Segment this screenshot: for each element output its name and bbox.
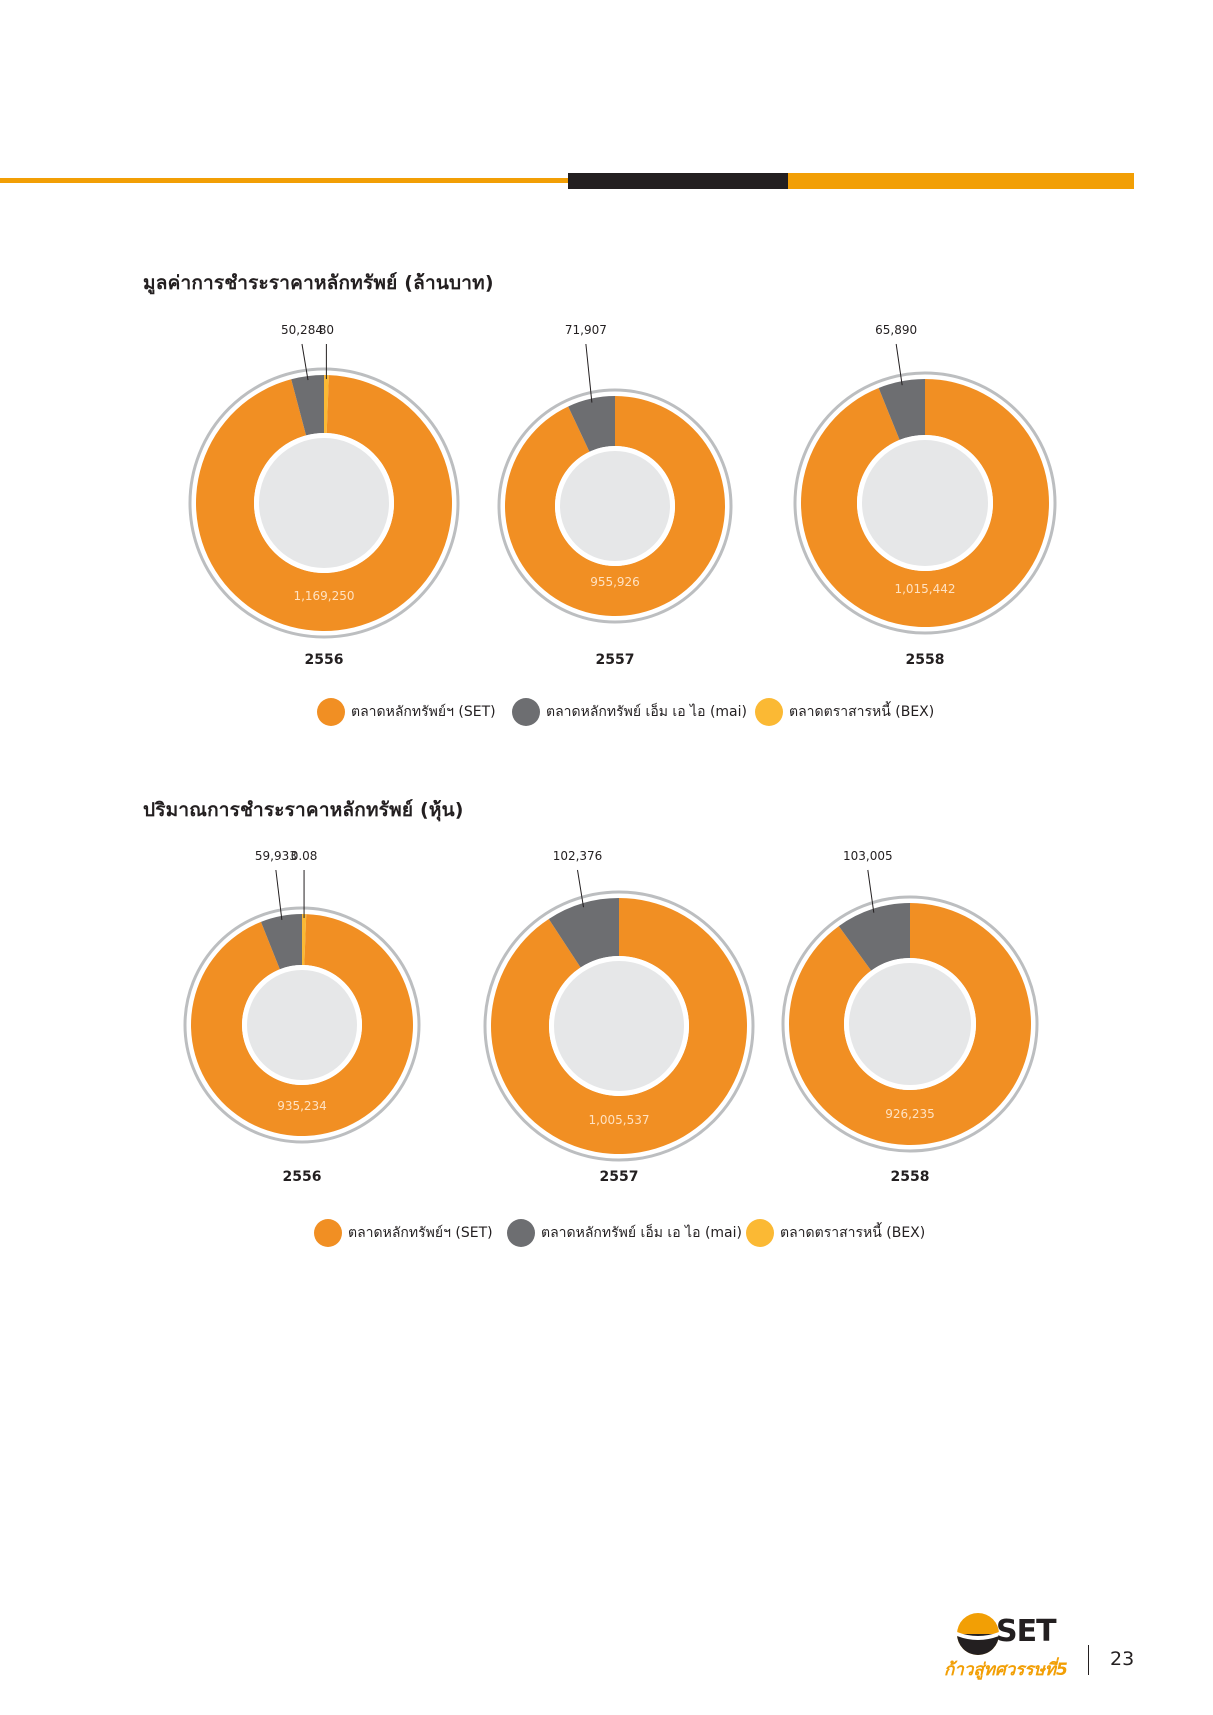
slice-mai bbox=[568, 396, 615, 452]
year-label: 2557 bbox=[600, 1169, 639, 1185]
leader-value-label: 0.08 bbox=[291, 849, 318, 863]
leader-value-label: 65,890 bbox=[875, 323, 917, 337]
leader-line bbox=[585, 343, 593, 403]
year-label: 2557 bbox=[596, 652, 635, 668]
footer-divider bbox=[1088, 1645, 1089, 1675]
legend-label: ตลาดหลักทรัพย์ฯ (SET) bbox=[348, 1225, 493, 1241]
slice-set bbox=[504, 396, 726, 616]
donut-2557: 1,005,537 102,376 2557 bbox=[483, 849, 755, 1185]
legend-item: ตลาดตราสารหนี้ (BEX) bbox=[746, 1217, 925, 1249]
donut-hole bbox=[560, 451, 670, 561]
legend-item: ตลาดหลักทรัพย์ เอ็ม เอ ไอ (mai) bbox=[507, 1217, 742, 1249]
slice-bex bbox=[324, 375, 329, 434]
page-number: 23 bbox=[1110, 1648, 1135, 1670]
legend-label: ตลาดตราสารหนี้ (BEX) bbox=[789, 704, 935, 720]
leader-value-label: 102,376 bbox=[553, 849, 603, 863]
set-logo: SET ก้าวสู่ทศวรรษที่5 bbox=[944, 1610, 1084, 1690]
legend-swatch bbox=[317, 698, 345, 726]
slice-set bbox=[800, 379, 1049, 627]
set-value-label: 926,235 bbox=[885, 1107, 935, 1121]
legend-swatch bbox=[746, 1219, 774, 1247]
slice-set bbox=[490, 898, 747, 1154]
slice-mai bbox=[838, 903, 910, 971]
donut-hole bbox=[849, 963, 971, 1085]
slice-bex bbox=[302, 914, 307, 966]
legend-item: ตลาดหลักทรัพย์ฯ (SET) bbox=[314, 1217, 493, 1249]
donut-hole bbox=[247, 970, 357, 1080]
set-logo-icon bbox=[957, 1613, 999, 1655]
header-rule-dark bbox=[568, 173, 788, 189]
chart-title-volume: ปริมาณการชำระราคาหลักทรัพย์ (หุ้น) bbox=[143, 799, 464, 821]
leader-line bbox=[275, 869, 283, 920]
chart-title-value: มูลค่าการชำระราคาหลักทรัพย์ (ล้านบาท) bbox=[143, 272, 494, 294]
legend-label: ตลาดหลักทรัพย์ เอ็ม เอ ไอ (mai) bbox=[541, 1225, 742, 1241]
leader-line bbox=[301, 343, 309, 381]
donut-2557: 955,926 71,907 2557 bbox=[497, 323, 733, 668]
year-label: 2556 bbox=[283, 1169, 322, 1185]
header-rule-thin bbox=[0, 178, 568, 183]
donut-2558: 1,015,442 65,890 2558 bbox=[793, 323, 1057, 668]
slice-mai bbox=[878, 379, 925, 440]
donut-hole bbox=[862, 440, 988, 566]
year-label: 2558 bbox=[891, 1169, 930, 1185]
year-label: 2558 bbox=[906, 652, 945, 668]
slice-mai bbox=[291, 375, 324, 436]
legend-swatch bbox=[507, 1219, 535, 1247]
legend-volume: ตลาดหลักทรัพย์ฯ (SET) ตลาดหลักทรัพย์ เอ็ม… bbox=[0, 1217, 1213, 1249]
legend-item: ตลาดหลักทรัพย์ฯ (SET) bbox=[317, 696, 496, 728]
legend-label: ตลาดตราสารหนี้ (BEX) bbox=[780, 1225, 926, 1241]
slice-mai bbox=[548, 898, 619, 968]
set-value-label: 935,234 bbox=[277, 1099, 327, 1113]
slice-mai bbox=[260, 914, 302, 970]
donut-hole bbox=[554, 961, 684, 1091]
legend-item: ตลาดหลักทรัพย์ เอ็ม เอ ไอ (mai) bbox=[512, 696, 747, 728]
legend-label: ตลาดหลักทรัพย์ เอ็ม เอ ไอ (mai) bbox=[546, 704, 747, 720]
legend-item: ตลาดตราสารหนี้ (BEX) bbox=[755, 696, 934, 728]
legend-value: ตลาดหลักทรัพย์ฯ (SET) ตลาดหลักทรัพย์ เอ็ม… bbox=[0, 696, 1213, 728]
leader-value-label: 59,933 bbox=[255, 849, 297, 863]
leader-value-label: 80 bbox=[319, 323, 334, 337]
year-label: 2556 bbox=[305, 652, 344, 668]
leader-value-label: 50,284 bbox=[281, 323, 323, 337]
leader-line bbox=[867, 869, 875, 913]
logo-tagline: ก้าวสู่ทศวรรษที่5 bbox=[944, 1660, 1068, 1680]
set-value-label: 1,005,537 bbox=[588, 1113, 649, 1127]
leader-line bbox=[895, 343, 903, 386]
leader-value-label: 103,005 bbox=[843, 849, 893, 863]
legend-swatch bbox=[314, 1219, 342, 1247]
slice-set bbox=[789, 903, 1031, 1145]
set-value-label: 1,015,442 bbox=[894, 582, 955, 596]
leader-line bbox=[577, 869, 585, 908]
legend-swatch bbox=[512, 698, 540, 726]
donut-2558: 926,235 103,005 2558 bbox=[781, 849, 1039, 1185]
slice-set bbox=[196, 375, 453, 631]
set-value-label: 1,169,250 bbox=[293, 589, 354, 603]
set-value-label: 955,926 bbox=[590, 575, 640, 589]
donut-hole bbox=[259, 438, 389, 568]
legend-label: ตลาดหลักทรัพย์ฯ (SET) bbox=[351, 704, 496, 720]
leader-value-label: 71,907 bbox=[565, 323, 607, 337]
header-rule-gold bbox=[788, 173, 1134, 189]
slice-set bbox=[191, 914, 413, 1136]
legend-swatch bbox=[755, 698, 783, 726]
logo-brand: SET bbox=[996, 1614, 1057, 1649]
